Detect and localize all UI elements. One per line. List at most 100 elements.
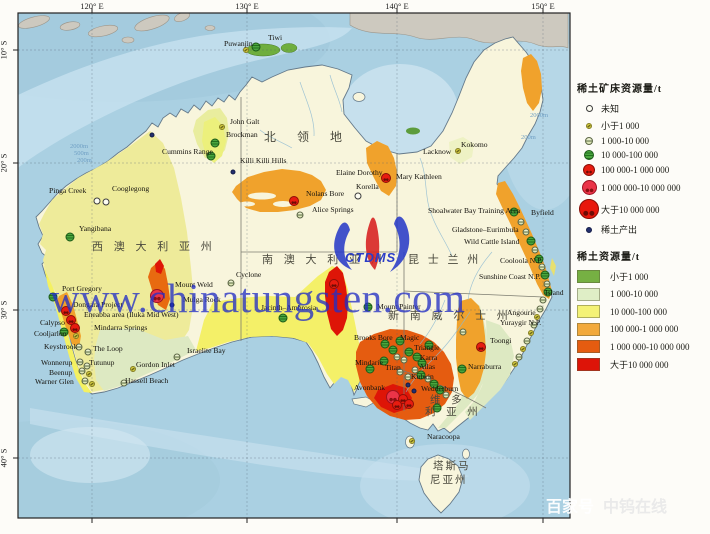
legend-deposit-item: 大于10 000 000 [577,199,707,219]
sea-depth-label: 2000m [530,112,549,119]
legend-deposit-title: 稀土矿床资源量/t [577,84,663,95]
deposit-name-label: Avonbank [354,383,386,392]
deposit-name-label: Wedderburn [421,384,459,393]
deposit-marker-lt1k [528,330,534,336]
deposit-marker-1k10k [393,353,401,361]
legend-100k1m-icon [583,164,595,176]
rivers [259,74,493,393]
legend-deposit-item: 未知 [577,102,707,115]
deposit-marker-1k10k [227,279,235,287]
legend-10k100k-icon [584,150,594,160]
deposit-marker-1k10k [411,366,419,374]
deposit-name-label: Triangle [414,343,440,352]
deposit-marker-lt1k [243,47,249,53]
deposit-marker-prod [411,388,417,394]
deposit-marker-lt1k [73,333,79,339]
deposit-marker-10k100k [379,356,389,366]
deposit-name-label: Alice Springs [312,205,354,214]
map-frame [17,12,571,519]
deposit-name-label: Mount Painter [377,302,421,311]
legend-resource: 稀土资源量/t 小于1 000 1 000-10 000 10 000-100 00… [577,248,707,375]
deposit-marker-1k10k [531,246,539,254]
legend-color-swatch [577,270,600,283]
legend-resource-item: 1 000 000-10 000 000 [577,340,707,353]
deposit-marker-1k10k [442,391,450,399]
legend-color-swatch [577,322,600,336]
deposit-marker-10k100k [534,254,544,264]
deposit-name-label: Titan [385,363,401,372]
deposit-name-label: Korella [356,182,379,191]
deposit-name-label: Magic [400,333,420,342]
deposit-name-label: Byfield [531,208,554,217]
deposit-marker-100k1m [70,323,80,333]
legend-resource-item: 大于10 000 000 [577,357,707,371]
deposit-name-label: Brockman [226,130,258,139]
deposit-marker-10k100k [432,403,442,413]
legend-item-label: 1 000-10 000 [610,289,658,299]
axis-label-longitude: 130° E [235,1,259,11]
deposit-marker-lt1k [534,314,540,320]
deposit-name-label: Cooloola N.P. [500,256,543,265]
deposit-name-label: Kokomo [461,140,488,149]
deposit-marker-10k100k [509,207,519,217]
state-name-label: 塔斯马 [433,461,471,472]
deposit-marker-1k10k [83,362,91,370]
deposit-name-label: Calypso [40,318,65,327]
deposit-name-label: Atlas [419,362,436,371]
legend-symbol [577,137,601,145]
watermark-url: www.chinatungsten.com [50,275,466,321]
deposit-name-label: Lacknow [423,147,452,156]
deposit-marker-10k100k [412,352,422,362]
deposit-marker-lt1k [130,366,136,372]
deposit-name-label: Beenup [49,368,73,377]
deposit-name-label: Tutunup [89,358,115,367]
deposit-name-label: Killi Killi Hills [240,156,287,165]
deposit-marker-10k100k [526,236,536,246]
deposit-marker-1k10k [459,328,467,336]
deposit-name-label: Nolans Bore [306,189,345,198]
deposit-marker-prod [169,302,175,308]
deposit-name-label: Elaine Dorothy [336,168,383,177]
axis-ticks [13,8,544,523]
axis-label-longitude: 140° E [385,1,409,11]
deposit-marker-10k100k [278,313,288,323]
deposit-name-label: Karra [420,353,438,362]
deposit-marker-10k100k [206,151,216,161]
deposit-marker-prod [149,132,155,138]
legend-resource-item: 10 000-100 000 [577,305,707,318]
deposit-name-label: Wild Cattle Island [464,237,520,246]
deposit-name-label: Hassell Beach [125,376,169,385]
deposit-name-label: Wonnerup [41,358,73,367]
deposit-marker-lt1k [219,124,225,130]
legend-item-label: 1 000-10 000 [601,136,649,146]
deposit-name-label: The Loop [93,344,123,353]
legend-unknown-icon [585,105,593,112]
legend-deposit-item: 10 000-100 000 [577,150,707,160]
deposit-marker-1k10k [404,373,412,381]
state-name-label: 昆 士 兰 州 [408,254,482,266]
state-name-label: 北 领 地 [264,130,352,144]
sea-depth-label: 200m [521,134,536,141]
deposit-marker-prod [405,382,411,388]
legend-item-label: 100 000-1 000 000 [601,165,670,175]
deposit-marker-10k100k [429,379,439,389]
deposit-name-label: Sunshine Coast N.P. [479,272,541,281]
deposit-name-label: Toongi [490,336,512,345]
legend-symbol [577,105,601,112]
deposit-marker-10k100k [59,327,69,337]
deposit-name-label: Warner Glen [35,377,74,386]
deposit-name-label: Israelite Bay [187,346,226,355]
deposit-marker-1k10k [81,377,89,385]
deposit-name-label: Cyclone [236,270,262,279]
deposit-marker-10k100k [404,347,414,357]
watermark-badge-sub: 中钨在线 [603,499,668,516]
deposit-marker-lt1k [520,346,526,352]
legend-gt10m-icon [579,199,599,219]
legend-item-label: 小于1 000 [601,121,640,131]
legend-item-label: 稀土产出 [601,225,638,235]
deposit-marker-10k100k [417,358,427,368]
deposit-marker-1k10k [296,211,304,219]
legend-symbol [577,122,601,129]
